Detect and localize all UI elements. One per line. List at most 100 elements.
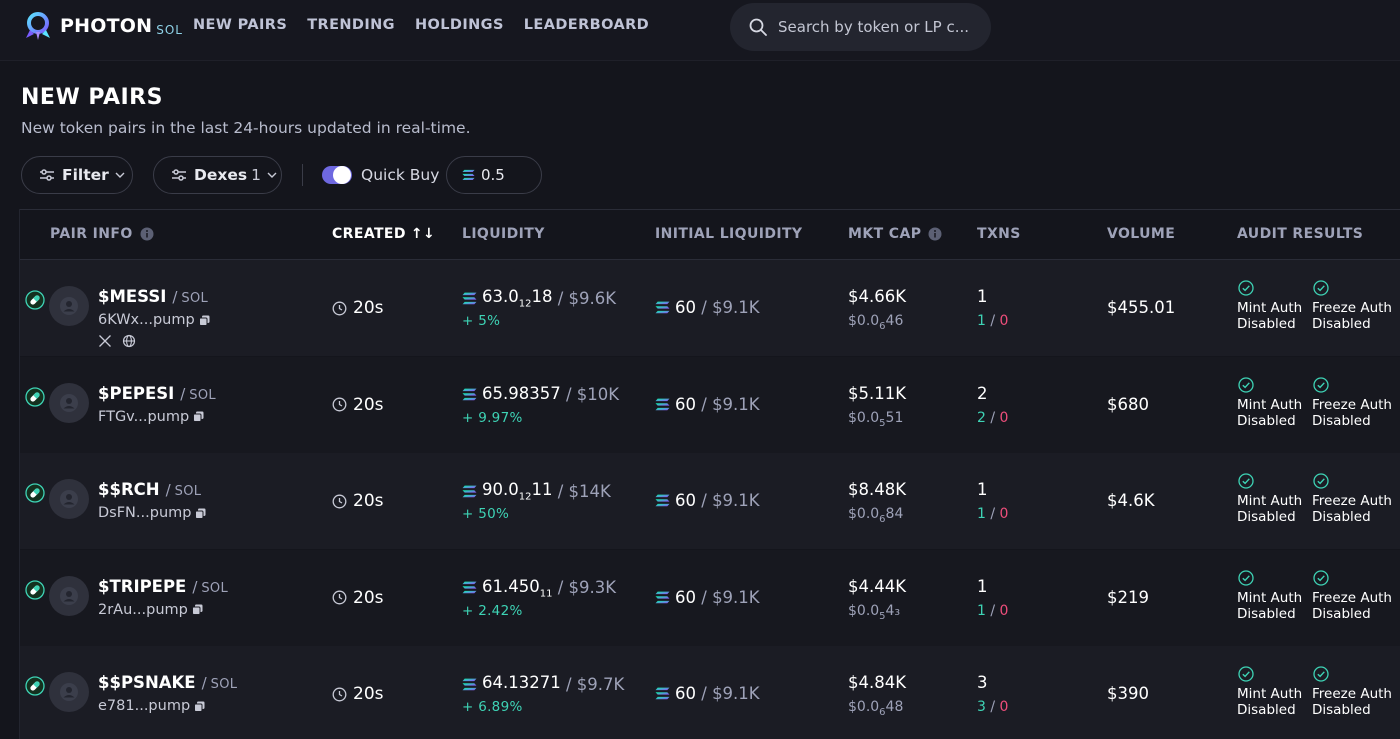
page-subtitle: New token pairs in the last 24-hours upd… [21, 119, 471, 137]
market-cap: $4.66K [848, 287, 907, 306]
col-initial-liquidity[interactable]: INITIAL LIQUIDITY [655, 226, 802, 242]
dexes-button[interactable]: Dexes 1 [153, 156, 282, 194]
pill-icon[interactable] [25, 579, 45, 600]
solana-icon [655, 687, 670, 700]
clock-icon [332, 397, 347, 412]
initial-liquidity-usd: $9.1K [712, 394, 760, 414]
col-volume[interactable]: VOLUME [1107, 226, 1175, 242]
table-row[interactable]: $MESSI / SOL 6KWx...pump [20, 260, 1400, 356]
table-row[interactable]: $$PSNAKE / SOL e781...pump [20, 646, 1400, 739]
col-mkt-cap[interactable]: MKT CAP [848, 226, 942, 242]
buy-count: 1 [977, 313, 986, 329]
col-created[interactable]: CREATED ↑↓ [332, 226, 435, 242]
nav-trending[interactable]: TRENDING [307, 17, 395, 33]
sort-arrows-icon[interactable]: ↑↓ [410, 226, 436, 242]
token-address[interactable]: 2rAu...pump [98, 602, 203, 618]
table-row[interactable]: $PEPESI / SOL FTGv...pump [20, 356, 1400, 453]
check-circle-icon [1313, 666, 1329, 682]
col-pair-info[interactable]: PAIR INFO [50, 226, 154, 242]
audit-mint-auth: Mint Auth Disabled [1237, 376, 1317, 429]
copy-icon[interactable] [195, 508, 206, 519]
token-name: $PEPESI [98, 383, 175, 403]
quick-buy-toggle[interactable] [322, 166, 352, 184]
social-links [98, 334, 136, 348]
globe-icon[interactable] [122, 334, 136, 348]
pill-icon[interactable] [25, 483, 45, 503]
pill-icon[interactable] [25, 386, 45, 407]
initial-liquidity: 60 / $9.1K [655, 491, 760, 510]
initial-liquidity-sol: 60 [675, 491, 696, 510]
liquidity-usd: $14K [568, 481, 611, 501]
col-audit-results[interactable]: AUDIT RESULTS [1237, 226, 1363, 242]
liquidity-separator: / [552, 288, 569, 308]
token-pair[interactable]: $PEPESI / SOL [98, 384, 216, 403]
clock-icon [332, 494, 347, 508]
col-txns[interactable]: TXNS [977, 226, 1021, 242]
chevron-down-icon [267, 172, 277, 178]
liquidity-usd: $9.3K [568, 578, 617, 598]
initial-liquidity-separator: / [696, 298, 713, 317]
col-volume-label: VOLUME [1107, 226, 1176, 242]
liquidity-change: + 5% [462, 313, 501, 329]
check-circle-icon [1313, 473, 1329, 489]
check-circle-icon [1313, 569, 1329, 586]
info-icon[interactable] [140, 227, 154, 241]
app-logo[interactable]: PHOTON SOL [22, 10, 183, 42]
pill-icon[interactable] [25, 676, 45, 696]
table-left-edge [19, 209, 20, 739]
token-pair[interactable]: $$RCH / SOL [98, 480, 201, 499]
token-pair[interactable]: $$PSNAKE / SOL [98, 673, 237, 692]
nav-leaderboard[interactable]: LEADERBOARD [523, 17, 650, 33]
copy-icon[interactable] [193, 411, 204, 422]
token-pair[interactable]: $MESSI / SOL [98, 287, 208, 306]
token-address[interactable]: 6KWx...pump [98, 312, 210, 328]
pair-separator: / [180, 384, 186, 403]
filter-button[interactable]: Filter [21, 156, 133, 194]
info-icon[interactable] [928, 227, 942, 241]
copy-icon[interactable] [194, 701, 205, 712]
table-top-border [20, 209, 1400, 210]
token-pair[interactable]: $TRIPEPE / SOL [98, 577, 228, 596]
quick-buy-amount-box[interactable] [446, 156, 542, 194]
solana-icon [462, 485, 477, 497]
liquidity-usd: $9.7K [576, 674, 625, 694]
txn-buy-sell: 1 / 0 [977, 313, 1008, 329]
avatar [49, 575, 89, 616]
txn-count: 3 [977, 673, 988, 692]
table-row[interactable]: $TRIPEPE / SOL 2rAu...pump [20, 549, 1400, 646]
token-address[interactable]: e781...pump [98, 698, 205, 714]
nav-new-pairs[interactable]: NEW PAIRS [193, 17, 288, 33]
pill-icon[interactable] [25, 290, 45, 310]
col-liquidity[interactable]: LIQUIDITY [462, 226, 545, 242]
liquidity-separator: / [560, 674, 577, 694]
search-input[interactable] [778, 18, 978, 36]
freeze-auth-text: Freeze Auth Disabled [1312, 396, 1392, 429]
nav-holdings[interactable]: HOLDINGS [414, 17, 504, 33]
table-row[interactable]: $$RCH / SOL DsFN...pump [20, 453, 1400, 549]
txn-count: 1 [977, 576, 988, 596]
copy-icon[interactable] [198, 315, 210, 326]
token-name: $$PSNAKE [98, 673, 196, 692]
solana-icon [655, 591, 670, 603]
market-cap: $4.44K [848, 576, 907, 596]
volume: $390 [1107, 684, 1149, 703]
sliders-icon [172, 169, 186, 181]
search-icon [749, 18, 767, 36]
x-twitter-icon[interactable] [98, 334, 112, 348]
check-circle-icon [1238, 666, 1254, 682]
quick-buy-amount-input[interactable] [481, 166, 541, 184]
search-box[interactable] [730, 3, 991, 51]
created-age: 20s [332, 298, 384, 318]
txn-count: 2 [977, 383, 988, 403]
col-liquidity-label: LIQUIDITY [462, 226, 545, 242]
txn-count: 1 [977, 480, 988, 499]
token-address[interactable]: FTGv...pump [98, 409, 204, 425]
token-price: $0.0646 [848, 313, 904, 332]
token-address[interactable]: DsFN...pump [98, 505, 206, 521]
initial-liquidity-sol: 60 [675, 587, 696, 607]
txn-separator: / [990, 506, 996, 522]
liquidity: 61.45011 / $9.3K [462, 577, 616, 599]
solana-icon [462, 388, 477, 401]
copy-icon[interactable] [191, 604, 203, 615]
liquidity-separator: / [552, 481, 569, 501]
